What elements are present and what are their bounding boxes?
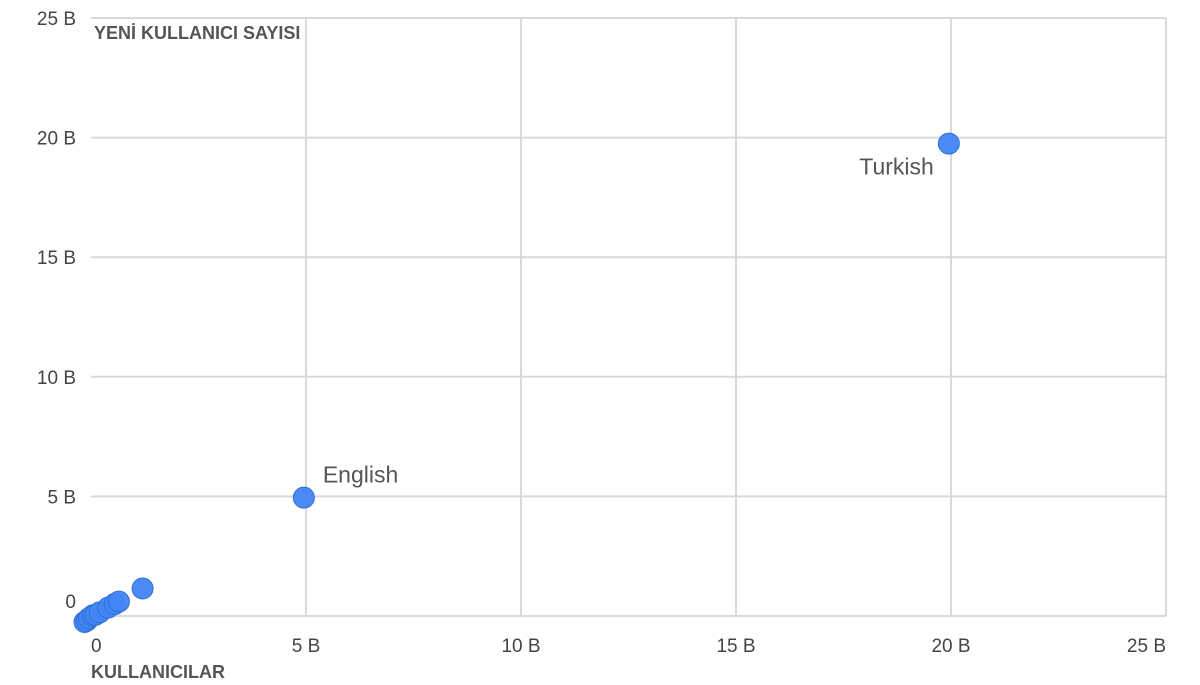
x-tick-label: 20 B	[931, 636, 970, 657]
y-tick-label: 15 B	[37, 248, 76, 269]
y-tick-label: 5 B	[47, 487, 76, 508]
data-point	[937, 132, 960, 155]
x-tick-label: 15 B	[716, 636, 755, 657]
x-tick-label: 5 B	[292, 636, 321, 657]
x-tick-label: 0	[91, 636, 102, 657]
data-point	[107, 590, 130, 613]
y-tick-label: 10 B	[37, 368, 76, 389]
x-tick-label: 10 B	[501, 636, 540, 657]
y-tick-label: 20 B	[37, 129, 76, 150]
data-point	[131, 577, 154, 600]
x-axis-title: KULLANICILAR	[91, 662, 225, 682]
point-label: English	[323, 462, 398, 488]
y-tick-label: 0	[65, 592, 76, 613]
point-label: Turkish	[859, 154, 934, 180]
y-axis-title: YENİ KULLANICI SAYISI	[94, 23, 300, 43]
x-tick-label: 25 B	[1127, 636, 1166, 657]
y-tick-label: 25 B	[37, 9, 76, 30]
data-point	[292, 486, 315, 509]
